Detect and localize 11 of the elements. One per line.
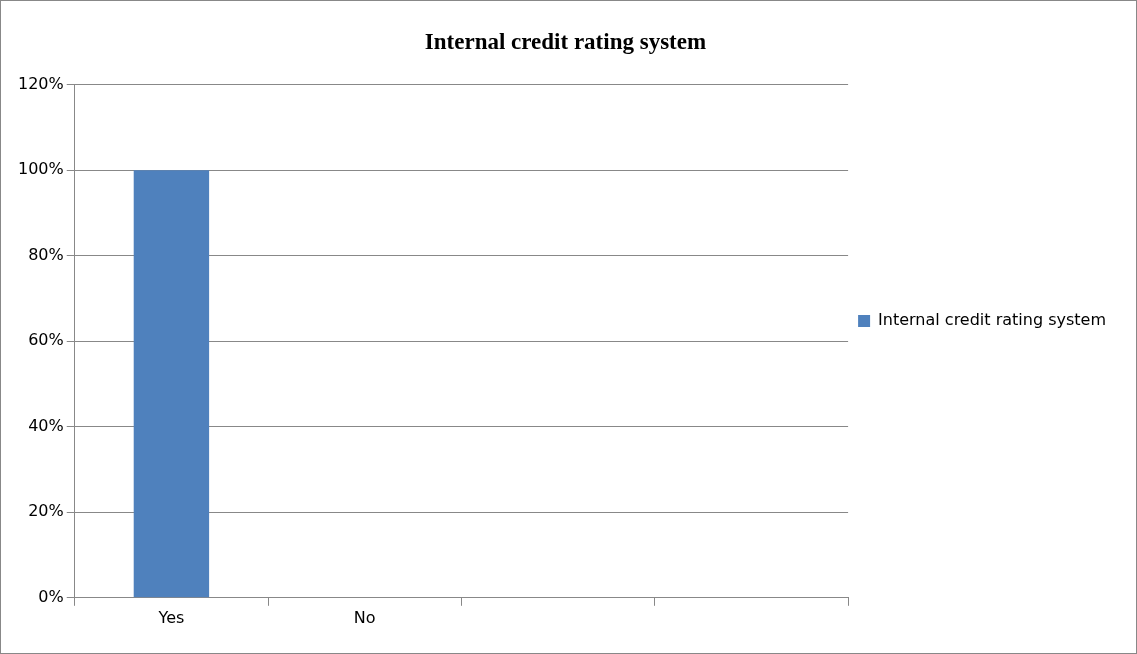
y-tick-label: 0%	[38, 586, 64, 606]
y-tick-label: 80%	[28, 244, 64, 264]
legend-label: Internal credit rating system	[878, 310, 1106, 330]
chart-title: Internal credit rating system	[424, 28, 707, 54]
y-tick-label: 40%	[28, 415, 64, 435]
x-tick-label: Yes	[157, 607, 185, 627]
y-tick-label: 100%	[17, 159, 64, 179]
y-tick-label: 120%	[17, 73, 64, 93]
y-tick-label: 60%	[28, 330, 64, 350]
x-tick-label: No	[353, 607, 376, 627]
y-tick-label: 20%	[28, 501, 64, 521]
